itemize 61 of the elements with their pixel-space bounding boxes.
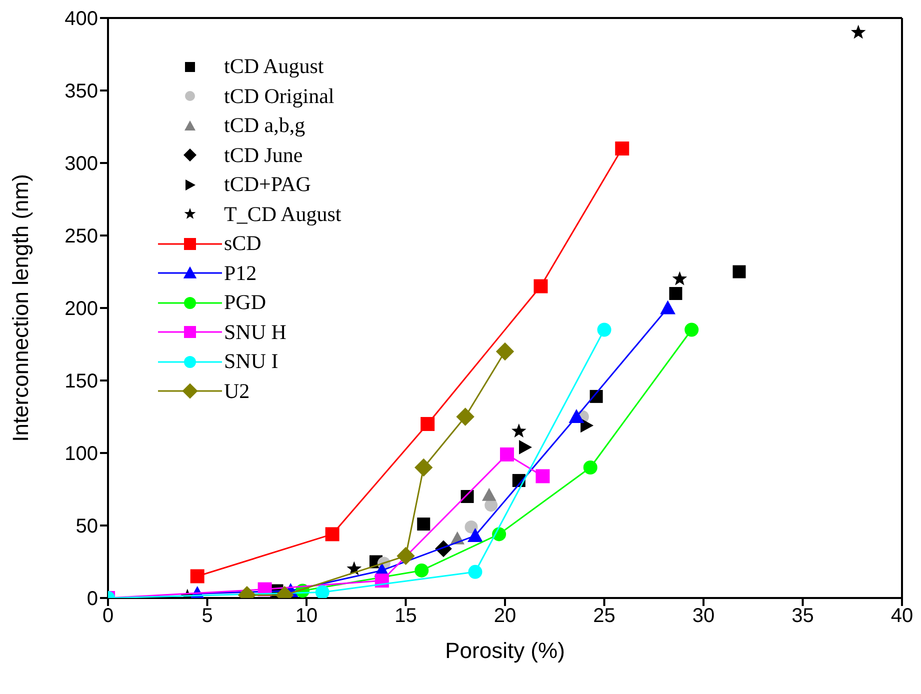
legend-label: tCD a,b,g <box>224 112 306 139</box>
legend-label: SNU H <box>224 318 286 346</box>
x-tick-label: 40 <box>890 605 914 628</box>
x-tick-label: 30 <box>692 605 715 628</box>
point <box>684 322 699 337</box>
point <box>325 527 340 542</box>
y-tick-label: 50 <box>76 516 98 538</box>
point <box>315 585 330 598</box>
legend-label: sCD <box>224 230 262 257</box>
point <box>597 322 612 337</box>
point <box>583 460 598 474</box>
point <box>420 417 435 431</box>
legend-label: PGD <box>224 289 266 316</box>
legend-label: tCD+PAG <box>224 171 311 198</box>
point <box>519 440 532 454</box>
x-tick-label: 15 <box>394 605 417 628</box>
y-tick-label: 300 <box>64 153 98 176</box>
y-tick-label: 150 <box>64 370 98 393</box>
point <box>850 24 866 39</box>
x-tick-label: 10 <box>295 605 318 628</box>
point <box>534 279 548 294</box>
x-tick-label: 0 <box>102 605 114 628</box>
legend-label: P12 <box>224 260 257 286</box>
point <box>660 300 676 314</box>
point <box>732 265 746 278</box>
y-tick-label: 250 <box>64 226 98 248</box>
point <box>468 564 482 579</box>
legend-label: tCD June <box>224 142 303 168</box>
point <box>417 518 430 531</box>
point <box>482 488 496 501</box>
y-tick-label: 200 <box>64 298 98 320</box>
point <box>536 469 550 484</box>
point <box>396 546 415 566</box>
point <box>414 458 433 477</box>
point <box>568 409 584 424</box>
x-tick-label: 20 <box>494 605 516 628</box>
y-tick-label: 0 <box>86 588 98 610</box>
legend-label: tCD August <box>224 53 324 80</box>
y-axis-title: Interconnection length (nm) <box>8 174 33 442</box>
point <box>511 423 526 438</box>
x-tick-label: 35 <box>792 605 814 628</box>
point <box>464 520 478 534</box>
point <box>456 408 474 426</box>
point <box>672 271 688 286</box>
legend-label: tCD Original <box>224 82 334 110</box>
x-tick-label: 5 <box>202 605 213 628</box>
legend-label: T_CD August <box>224 200 342 228</box>
y-tick-label: 400 <box>64 8 98 30</box>
point <box>669 287 682 300</box>
point <box>468 528 483 542</box>
x-axis-title: Porosity (%) <box>445 638 565 663</box>
point <box>496 342 514 361</box>
point <box>500 447 514 462</box>
y-tick-label: 350 <box>64 80 98 103</box>
point <box>615 142 630 156</box>
y-tick-label: 100 <box>64 443 98 466</box>
point <box>414 563 429 578</box>
legend-label: U2 <box>224 378 250 404</box>
point <box>190 569 204 584</box>
legend-label: SNU I <box>224 348 278 375</box>
x-tick-label: 25 <box>593 605 616 628</box>
